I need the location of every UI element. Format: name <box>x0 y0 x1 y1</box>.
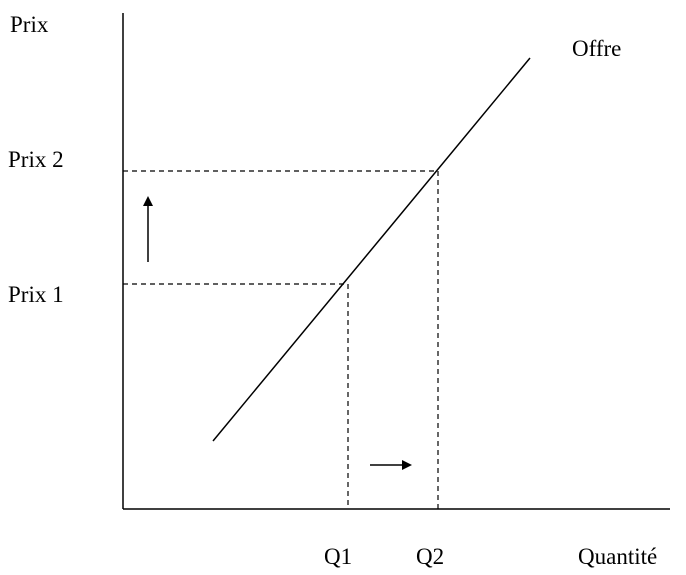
quantity-2-label: Q2 <box>416 544 444 569</box>
supply-curve-label: Offre <box>572 36 621 61</box>
price-1-label: Prix 1 <box>8 282 64 307</box>
price-2-label: Prix 2 <box>8 147 64 172</box>
x-axis-label: Quantité <box>578 544 657 569</box>
y-axis-label: Prix <box>10 12 49 37</box>
quantity-1-label: Q1 <box>324 544 352 569</box>
supply-curve <box>212 57 531 442</box>
